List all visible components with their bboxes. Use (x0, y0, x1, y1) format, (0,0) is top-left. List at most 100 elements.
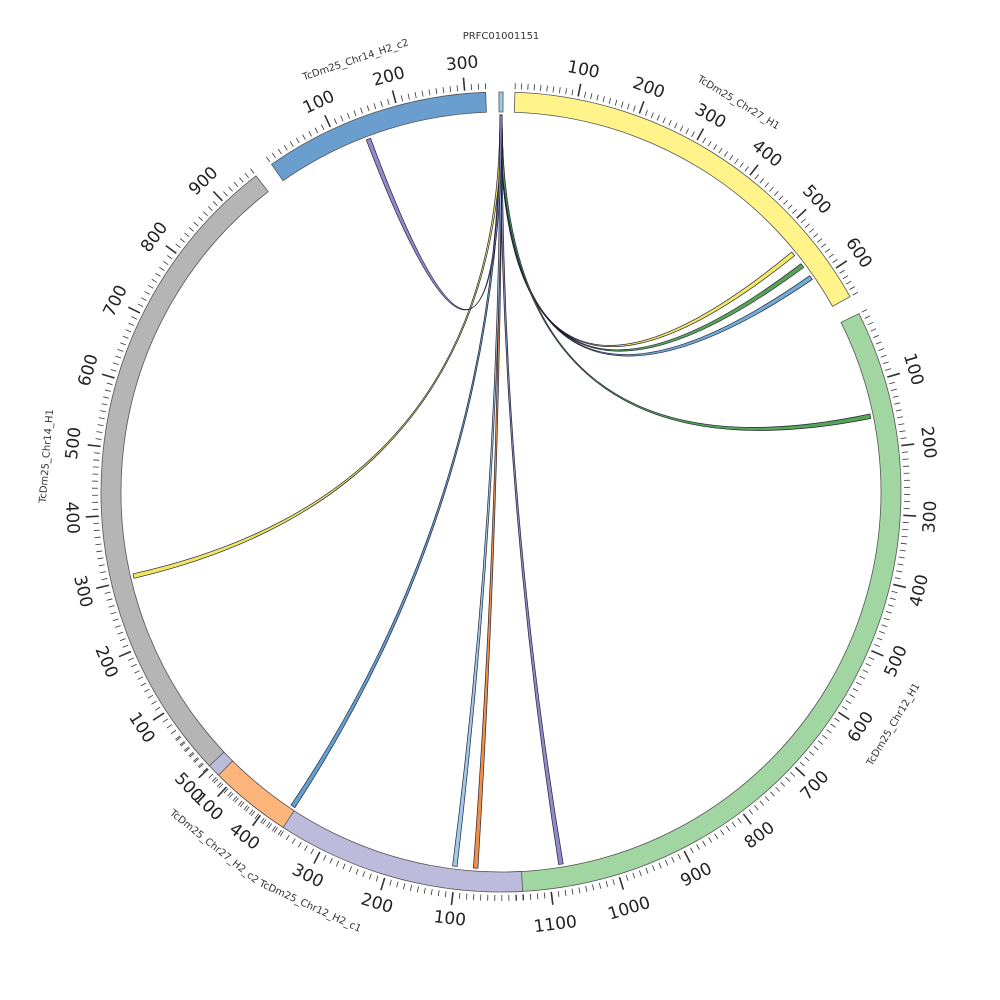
minor-tick (314, 127, 319, 134)
minor-tick (845, 700, 852, 704)
minor-tick (892, 395, 899, 398)
minor-tick (119, 638, 126, 642)
minor-tick (834, 717, 840, 722)
tick-label: 800 (137, 218, 172, 256)
minor-tick (842, 706, 848, 710)
tick-label: 300 (919, 500, 941, 534)
major-tick (198, 768, 209, 779)
minor-tick (302, 134, 306, 140)
minor-tick (179, 238, 186, 243)
minor-tick (898, 423, 905, 426)
tick-label: 900 (677, 859, 715, 892)
minor-tick (421, 90, 424, 97)
minor-tick (864, 315, 871, 319)
minor-tick (346, 112, 350, 119)
minor-tick (656, 114, 660, 121)
minor-tick (95, 543, 102, 546)
minor-tick (608, 97, 612, 104)
minor-tick (162, 718, 169, 723)
minor-tick (780, 781, 786, 787)
minor-tick (708, 837, 713, 843)
minor-tick (897, 563, 904, 566)
minor-tick (787, 204, 793, 210)
minor-tick (166, 724, 173, 729)
minor-tick (817, 238, 823, 243)
minor-tick (308, 130, 312, 137)
major-tick (871, 650, 884, 657)
minor-tick (321, 124, 325, 131)
major-tick (87, 444, 101, 448)
segment-tcdm25-chr14-h2-c2 (271, 91, 487, 182)
minor-tick (333, 118, 338, 125)
tick-label: 200 (371, 63, 408, 91)
minor-tick (114, 625, 121, 628)
minor-tick (821, 243, 827, 248)
minor-tick (540, 84, 542, 91)
minor-tick (144, 688, 150, 693)
minor-tick (734, 158, 739, 164)
minor-tick (110, 369, 117, 372)
minor-tick (234, 797, 239, 803)
tick-label: 200 (630, 73, 667, 103)
minor-tick (202, 767, 208, 773)
minor-tick (238, 800, 243, 806)
minor-tick (592, 884, 595, 891)
tick-label: 1000 (606, 893, 653, 925)
minor-tick (804, 223, 810, 228)
minor-tick (830, 723, 836, 728)
minor-tick (565, 88, 568, 95)
minor-tick (295, 137, 300, 144)
minor-tick (444, 891, 447, 898)
minor-tick (770, 791, 775, 797)
major-tick (391, 90, 397, 104)
minor-tick (93, 452, 100, 454)
minor-tick (828, 253, 834, 258)
minor-tick (889, 381, 896, 385)
minor-tick (189, 752, 195, 758)
link-tcdm25-chr14-h1 (132, 114, 503, 579)
minor-tick (170, 729, 177, 735)
minor-tick (632, 105, 636, 112)
tick-label: 200 (91, 643, 122, 681)
major-tick (127, 306, 141, 314)
minor-tick (188, 227, 194, 232)
minor-tick (861, 309, 868, 313)
minor-tick (250, 810, 256, 817)
tick-label: 100 (300, 87, 338, 119)
minor-tick (228, 186, 233, 192)
minor-tick (122, 644, 129, 648)
minor-tick (826, 729, 832, 734)
minor-tick (396, 881, 399, 888)
minor-tick (131, 316, 138, 320)
minor-tick (223, 191, 228, 197)
minor-tick (375, 875, 379, 882)
minor-tick (414, 92, 417, 99)
minor-tick (212, 201, 218, 206)
minor-tick (466, 893, 468, 900)
minor-tick (239, 802, 245, 808)
minor-tick (159, 266, 165, 271)
minor-tick (891, 590, 898, 594)
minor-tick (137, 303, 144, 308)
tick-label: 300 (289, 860, 327, 892)
minor-tick (125, 329, 132, 333)
minor-tick (650, 112, 654, 119)
minor-tick (894, 577, 901, 580)
minor-tick (713, 144, 718, 150)
minor-tick (679, 125, 684, 132)
major-tick (462, 77, 466, 91)
minor-tick (323, 854, 327, 861)
minor-tick (612, 879, 615, 886)
minor-tick (865, 663, 872, 667)
minor-tick (355, 868, 359, 875)
tick-label: 600 (841, 234, 876, 272)
minor-tick (151, 700, 157, 705)
link-tcdm25-chr12-h1 (499, 114, 564, 865)
tick-label: 100 (566, 57, 602, 83)
links-layer (132, 114, 872, 869)
major-tick (324, 114, 332, 128)
minor-tick (310, 848, 314, 855)
major-tick (887, 372, 900, 378)
minor-tick (197, 762, 203, 768)
minor-tick (726, 825, 731, 832)
